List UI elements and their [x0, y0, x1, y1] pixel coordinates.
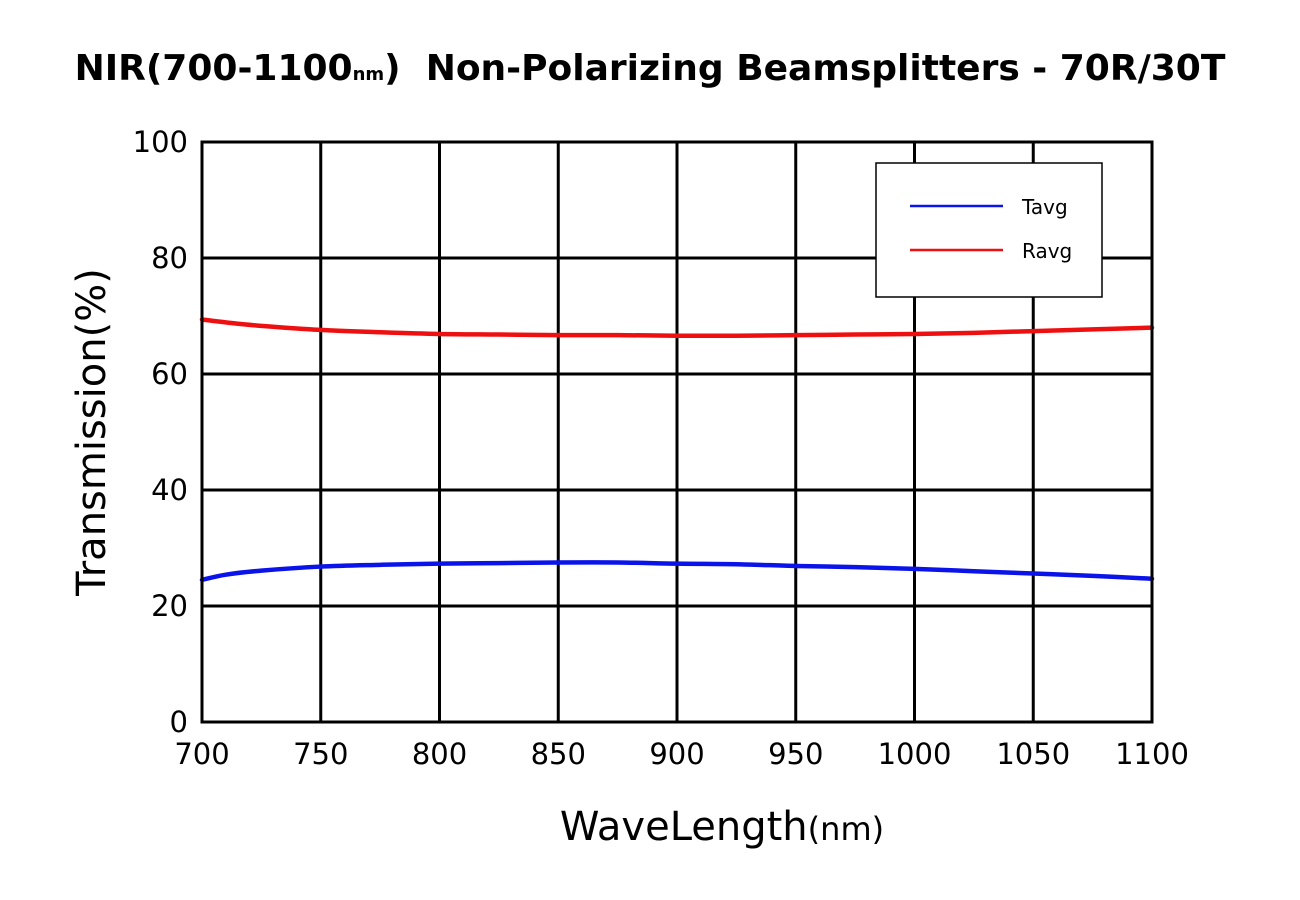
y-tick-label-0: 0 [170, 705, 188, 739]
y-tick-labels: 0 20 40 60 80 100 [133, 125, 188, 739]
x-tick-label-5: 950 [768, 737, 823, 771]
x-tick-label-6: 1000 [878, 737, 952, 771]
x-axis-label-main: WaveLength [560, 804, 808, 850]
x-axis-label-unit: (nm) [808, 810, 884, 848]
series-group [199, 317, 1155, 583]
x-tick-label-0: 700 [174, 737, 229, 771]
y-tick-label-1: 20 [151, 589, 188, 623]
series-line-ravg [199, 317, 1155, 339]
x-tick-label-3: 850 [531, 737, 586, 771]
x-tick-label-7: 1050 [996, 737, 1070, 771]
chart-title-post: ) Non-Polarizing Beamsplitters - 70R/30T [384, 48, 1226, 89]
legend-label-ravg: Ravg [1022, 239, 1072, 263]
y-tick-label-5: 100 [133, 125, 188, 159]
y-tick-label-3: 60 [151, 357, 188, 391]
series-line-tavg [199, 560, 1155, 583]
x-tick-labels: 700 750 800 850 900 950 1000 1050 1100 [174, 737, 1189, 771]
y-tick-label-4: 80 [151, 241, 188, 275]
x-tick-label-4: 900 [649, 737, 704, 771]
legend-box [875, 162, 1103, 298]
chart-title-pre: NIR(700-1100 [75, 48, 353, 89]
legend-label-tavg: Tavg [1021, 195, 1068, 219]
x-tick-label-8: 1100 [1115, 737, 1189, 771]
x-tick-label-2: 800 [412, 737, 467, 771]
legend: Tavg Ravg [875, 162, 1103, 298]
y-axis-label: Transmission(%) [69, 268, 115, 597]
x-axis-label: WaveLength(nm) [560, 804, 884, 850]
x-tick-label-1: 750 [293, 737, 348, 771]
plot-frame [200, 140, 1154, 724]
y-tick-label-2: 40 [151, 473, 188, 507]
chart-title: NIR(700-1100nm) Non-Polarizing Beamsplit… [75, 48, 1226, 89]
chart-title-unit: nm [353, 64, 385, 85]
